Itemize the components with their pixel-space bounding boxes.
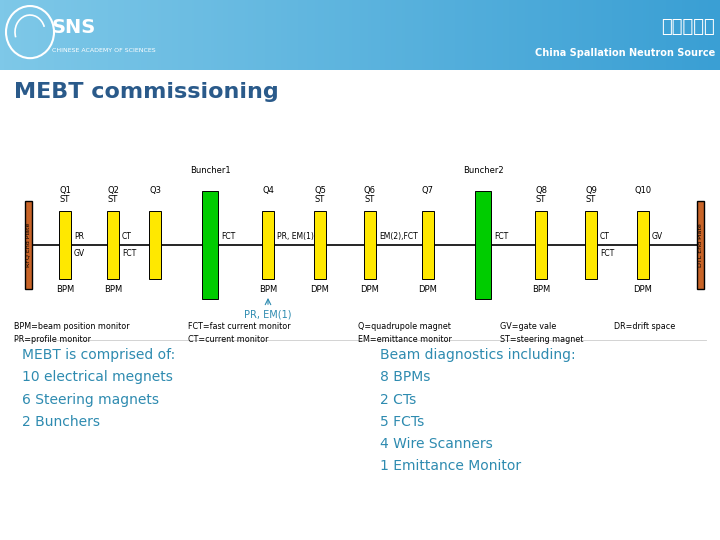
Bar xyxy=(422,211,434,279)
Text: RFQ End Plate: RFQ End Plate xyxy=(25,223,30,267)
Bar xyxy=(262,211,274,279)
Text: Buncher2: Buncher2 xyxy=(463,166,503,175)
Text: Q2: Q2 xyxy=(107,186,119,195)
Text: 散裂中子源: 散裂中子源 xyxy=(661,18,715,36)
Text: FCT: FCT xyxy=(221,232,235,241)
Text: BPM: BPM xyxy=(56,285,74,294)
Text: FCT=fast current monitor
CT=current monitor: FCT=fast current monitor CT=current moni… xyxy=(188,322,291,343)
Text: GV: GV xyxy=(74,249,85,258)
Text: CHINESE ACADEMY OF SCIENCES: CHINESE ACADEMY OF SCIENCES xyxy=(52,48,156,53)
Text: DPM: DPM xyxy=(418,285,438,294)
Text: Q=quadrupole magnet
EM=emittance monitor: Q=quadrupole magnet EM=emittance monitor xyxy=(358,322,452,343)
Text: ST: ST xyxy=(586,195,596,204)
Text: MEBT is comprised of:
10 electrical megnets
6 Steering magnets
2 Bunchers: MEBT is comprised of: 10 electrical megn… xyxy=(22,348,175,429)
Text: DR=drift space: DR=drift space xyxy=(614,322,675,331)
Text: GV=gate vale
ST=steering magnet: GV=gate vale ST=steering magnet xyxy=(500,322,583,343)
Text: CT: CT xyxy=(600,232,610,241)
Bar xyxy=(637,211,649,279)
Text: DPM: DPM xyxy=(310,285,330,294)
Text: FCT: FCT xyxy=(122,249,136,258)
Text: ST: ST xyxy=(108,195,118,204)
Bar xyxy=(585,211,597,279)
Text: Q10: Q10 xyxy=(634,186,652,195)
Text: BPM=beam position monitor
PR=profile monitor: BPM=beam position monitor PR=profile mon… xyxy=(14,322,130,343)
Text: EM(2),FCT: EM(2),FCT xyxy=(379,232,418,241)
Bar xyxy=(149,211,161,279)
Text: Buncher1: Buncher1 xyxy=(189,166,230,175)
Bar xyxy=(475,191,491,299)
Text: Beam diagnostics including:
8 BPMs
2 CTs
5 FCTs
4 Wire Scanners
1 Emittance Moni: Beam diagnostics including: 8 BPMs 2 CTs… xyxy=(380,348,575,474)
Text: Q9: Q9 xyxy=(585,186,597,195)
Text: BPM: BPM xyxy=(532,285,550,294)
Bar xyxy=(364,211,376,279)
Text: FCT: FCT xyxy=(494,232,508,241)
Text: Q1: Q1 xyxy=(59,186,71,195)
Text: FCT: FCT xyxy=(600,249,614,258)
Bar xyxy=(696,201,703,289)
Text: ST: ST xyxy=(60,195,70,204)
Text: Q6: Q6 xyxy=(364,186,376,195)
Text: Q7: Q7 xyxy=(422,186,434,195)
Text: BPM: BPM xyxy=(259,285,277,294)
Text: GV: GV xyxy=(652,232,663,241)
Text: CT: CT xyxy=(122,232,132,241)
Text: BPM: BPM xyxy=(104,285,122,294)
Text: Q5: Q5 xyxy=(314,186,326,195)
Text: Q8: Q8 xyxy=(535,186,547,195)
Text: PR, EM(1): PR, EM(1) xyxy=(277,232,314,241)
Text: DPM: DPM xyxy=(634,285,652,294)
Text: MEBT commissioning: MEBT commissioning xyxy=(14,82,279,102)
Text: DTL End Plate: DTL End Plate xyxy=(698,223,703,267)
Text: PR: PR xyxy=(74,232,84,241)
Text: Q3: Q3 xyxy=(149,186,161,195)
Text: ST: ST xyxy=(315,195,325,204)
Bar xyxy=(59,211,71,279)
Bar xyxy=(107,211,119,279)
Text: PR, EM(1): PR, EM(1) xyxy=(244,309,292,319)
Bar xyxy=(314,211,326,279)
Text: DPM: DPM xyxy=(361,285,379,294)
Text: China Spallation Neutron Source: China Spallation Neutron Source xyxy=(535,48,715,58)
Text: ST: ST xyxy=(365,195,375,204)
Bar xyxy=(24,201,32,289)
Bar xyxy=(202,191,218,299)
Text: SNS: SNS xyxy=(52,18,96,37)
Text: ST: ST xyxy=(536,195,546,204)
Bar xyxy=(535,211,547,279)
Text: Q4: Q4 xyxy=(262,186,274,195)
